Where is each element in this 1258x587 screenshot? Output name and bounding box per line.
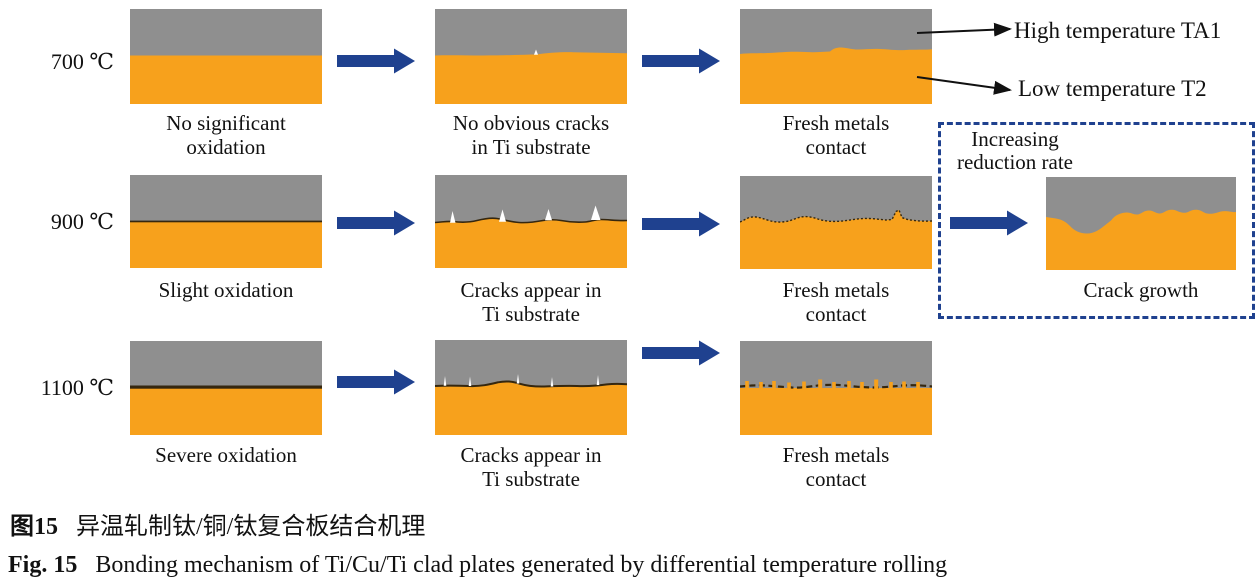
- caption-line: Ti substrate: [482, 467, 580, 491]
- caption-line: contact: [805, 467, 867, 491]
- stage-caption: Crack growth: [1011, 278, 1258, 302]
- flow-arrow-icon: [337, 48, 415, 74]
- temp-label-1100: 1100 ℃: [40, 375, 114, 400]
- stage-caption: Fresh metals contact: [706, 278, 966, 326]
- panel-1100-fresh-contact: [740, 341, 932, 435]
- stage-caption: Severe oxidation: [96, 443, 356, 467]
- flow-arrow-icon: [642, 211, 720, 237]
- flow-arrow-icon: [950, 210, 1028, 236]
- caption-line: No significant: [166, 111, 286, 135]
- stage-caption: No obvious cracks in Ti substrate: [401, 111, 661, 159]
- high-temp-annotation: High temperature TA1: [1014, 18, 1222, 43]
- stage-caption: No significant oxidation: [96, 111, 356, 159]
- low-temp-annotation: Low temperature T2: [1018, 76, 1207, 101]
- flow-arrow-icon: [642, 48, 720, 74]
- caption-line: contact: [805, 302, 867, 326]
- increasing-reduction-box: [938, 122, 1255, 319]
- figure-caption-zh-label: 图15: [10, 514, 58, 540]
- caption-line: oxidation: [186, 135, 266, 159]
- figure-caption-zh: 图15 异温轧制钛/铜/钛复合板结合机理: [10, 514, 425, 541]
- figure-caption-en: Fig. 15 Bonding mechanism of Ti/Cu/Ti cla…: [8, 552, 947, 579]
- caption-line: Crack growth: [1083, 278, 1199, 302]
- caption-line: Ti substrate: [482, 302, 580, 326]
- annotation-arrow-icon: [916, 22, 1012, 95]
- temp-label-700: 700 ℃: [50, 49, 114, 74]
- increasing-reduction-label: Increasing reduction rate: [940, 128, 1090, 174]
- panel-700-no-cracks: [435, 9, 627, 104]
- figure-caption-zh-text: 异温轧制钛/铜/钛复合板结合机理: [76, 514, 426, 540]
- panel-700-fresh-contact: [740, 9, 932, 104]
- panel-crack-growth: [1046, 177, 1236, 270]
- caption-line: Cracks appear in: [460, 278, 602, 302]
- stage-caption: Cracks appear in Ti substrate: [401, 443, 661, 491]
- stage-caption: Cracks appear in Ti substrate: [401, 278, 661, 326]
- label-line: Increasing: [971, 127, 1059, 151]
- panel-700-no-oxidation: [130, 9, 322, 104]
- stage-caption: Slight oxidation: [96, 278, 356, 302]
- caption-line: Severe oxidation: [155, 443, 297, 467]
- caption-line: Slight oxidation: [158, 278, 294, 302]
- temp-label-900: 900 ℃: [50, 209, 114, 234]
- figure-caption-en-text: Bonding mechanism of Ti/Cu/Ti clad plate…: [95, 552, 948, 578]
- panel-1100-severe-oxidation: [130, 341, 322, 435]
- panel-900-cracks: [435, 175, 627, 268]
- flow-arrow-icon: [337, 210, 415, 236]
- flow-arrow-icon: [337, 369, 415, 395]
- caption-line: in Ti substrate: [471, 135, 591, 159]
- flow-arrow-icon: [642, 340, 720, 366]
- stage-caption: Fresh metals contact: [706, 111, 966, 159]
- panel-900-slight-oxidation: [130, 175, 322, 268]
- panel-1100-cracks: [435, 340, 627, 435]
- caption-line: Cracks appear in: [460, 443, 602, 467]
- caption-line: Fresh metals: [782, 111, 890, 135]
- panel-900-fresh-contact: [740, 176, 932, 269]
- caption-line: Fresh metals: [782, 278, 890, 302]
- label-line: reduction rate: [956, 150, 1074, 174]
- caption-line: Fresh metals: [782, 443, 890, 467]
- figure-caption-en-label: Fig. 15: [8, 552, 78, 578]
- caption-line: No obvious cracks: [452, 111, 610, 135]
- stage-caption: Fresh metals contact: [706, 443, 966, 491]
- caption-line: contact: [805, 135, 867, 159]
